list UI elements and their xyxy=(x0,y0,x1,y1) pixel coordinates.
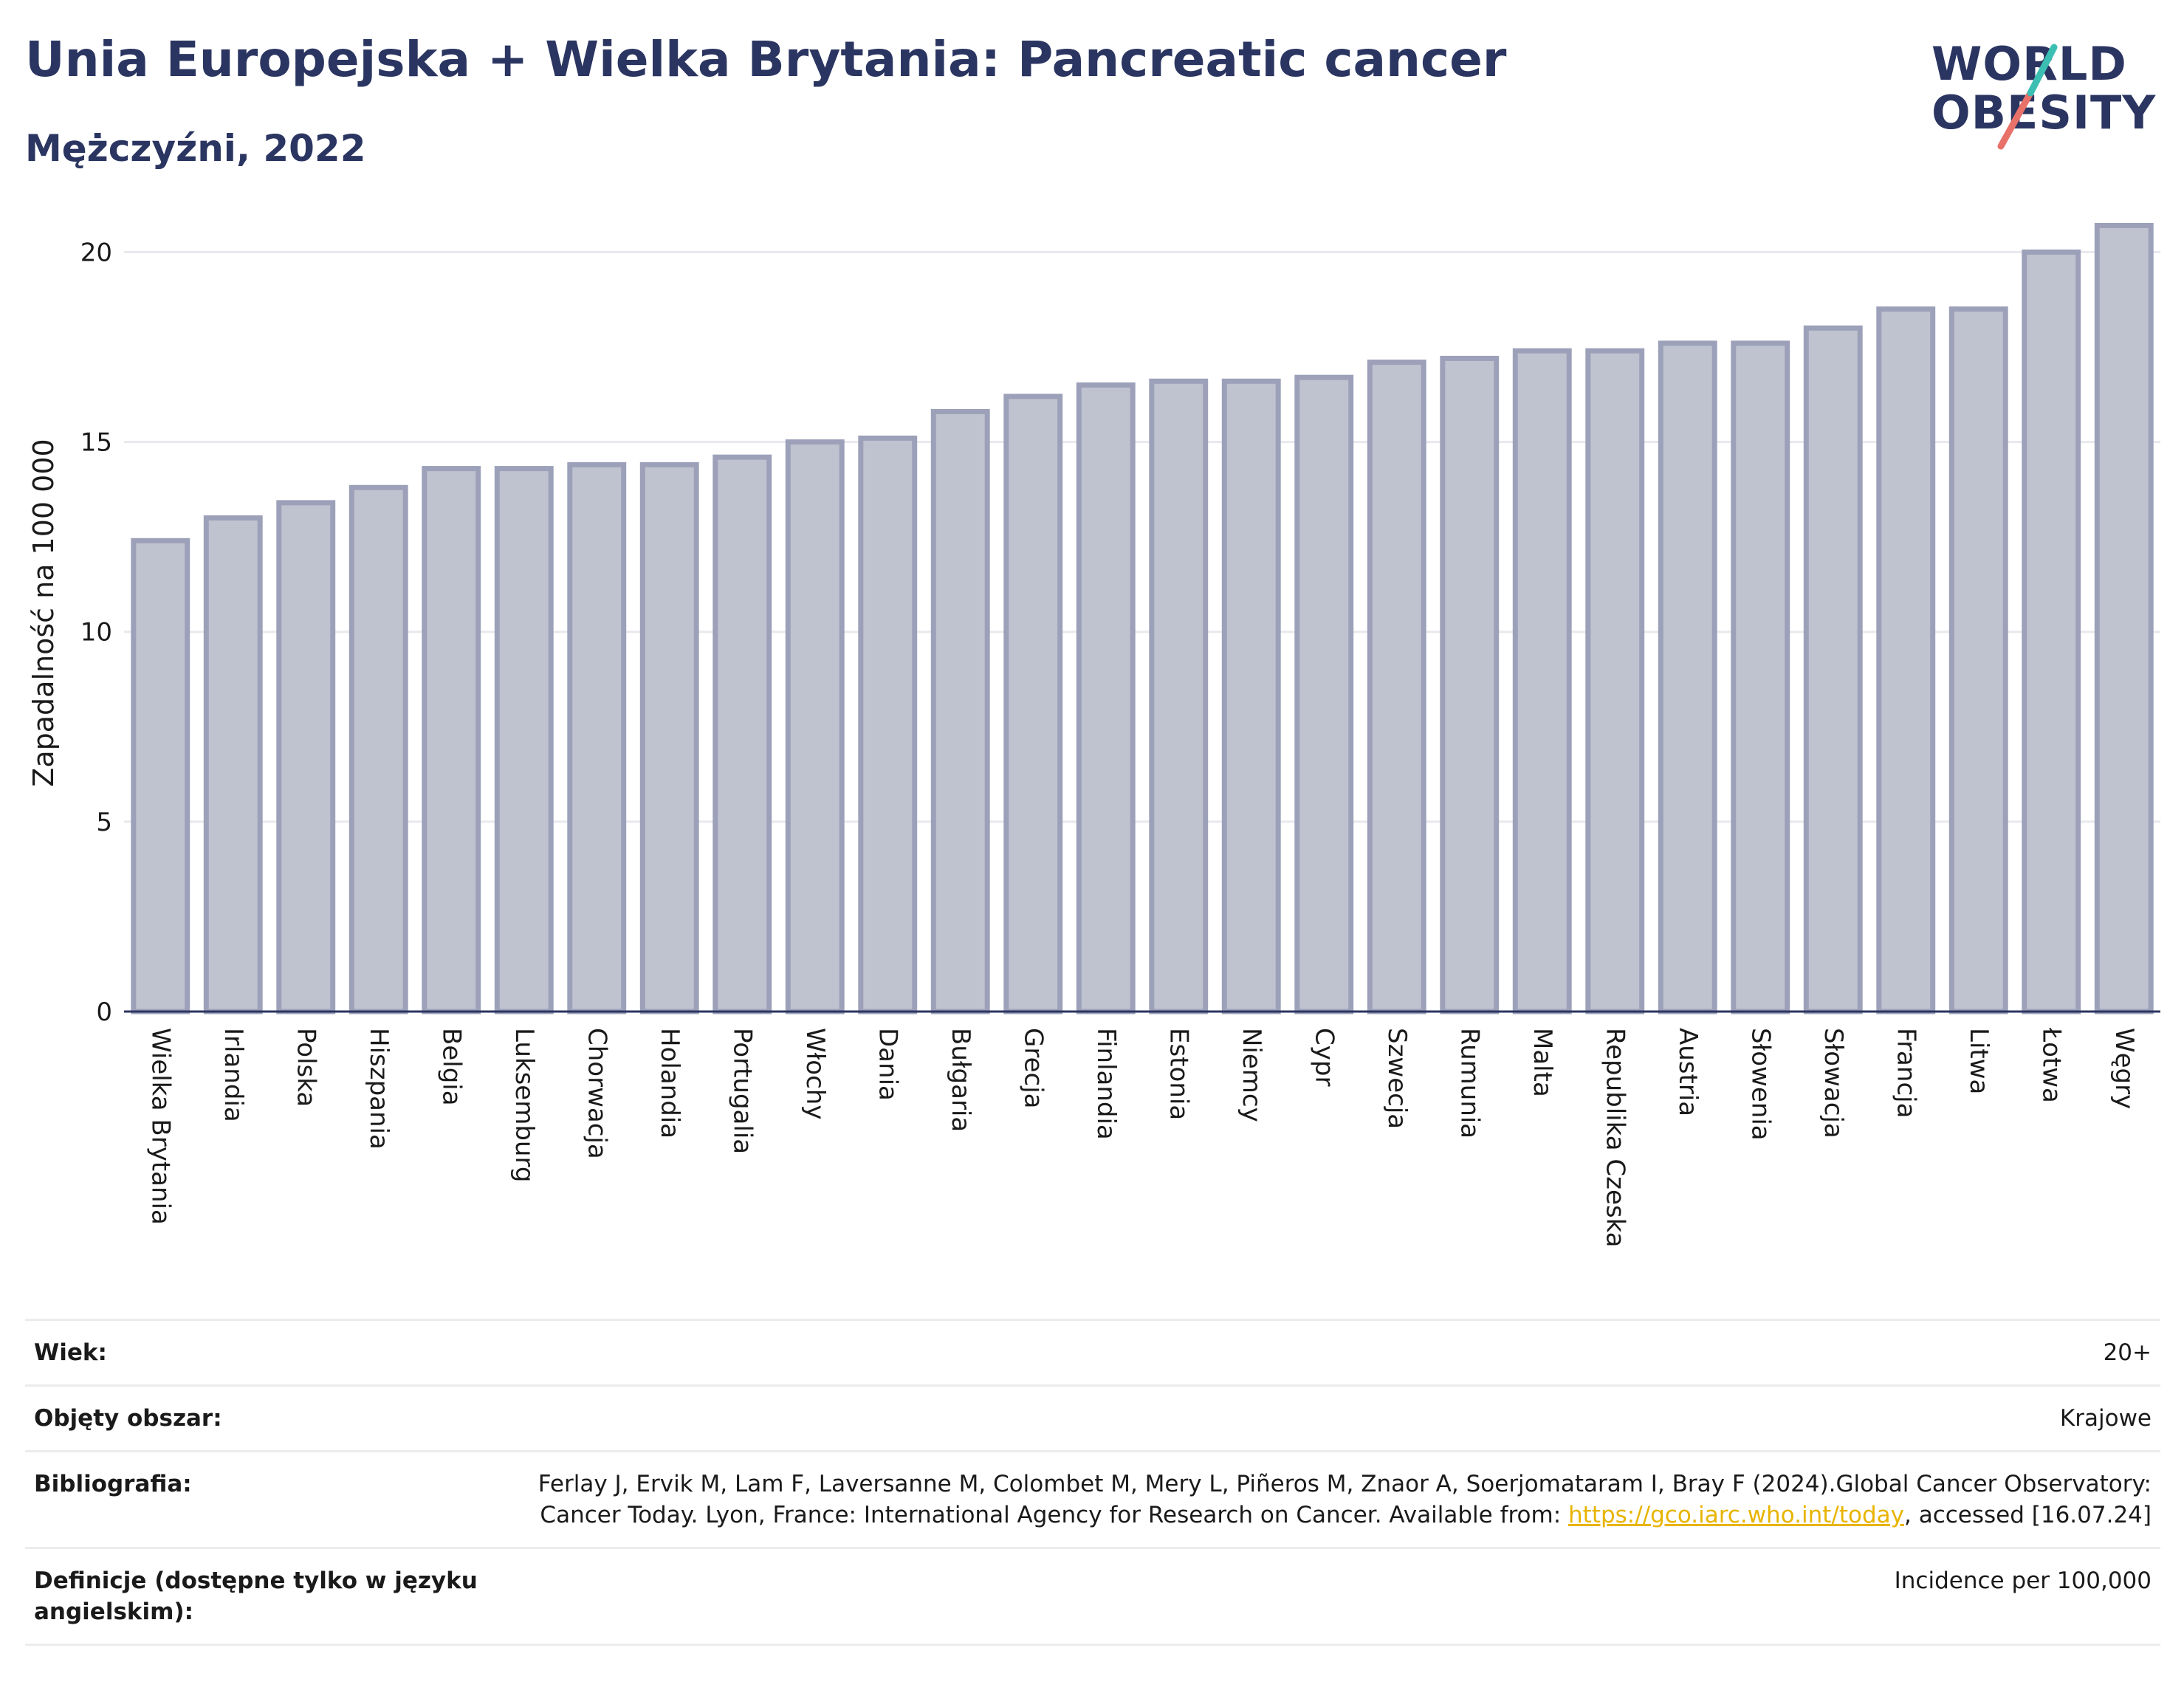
info-row-bibliography: Bibliografia: Ferlay J, Ervik M, Lam F, … xyxy=(25,1450,2160,1547)
x-tick-label: Belgia xyxy=(436,1028,466,1106)
chart-title: Unia Europejska + Wielka Brytania: Pancr… xyxy=(25,31,1507,88)
x-tick-label: Rumunia xyxy=(1455,1028,1484,1139)
bar xyxy=(276,500,336,1014)
x-tick-label: Grecja xyxy=(1018,1028,1048,1108)
bar xyxy=(348,484,408,1014)
logo-slash-icon xyxy=(1997,44,2058,150)
x-tick-label: Estonia xyxy=(1164,1028,1193,1120)
bars xyxy=(131,222,2154,1014)
bar xyxy=(1003,394,1063,1014)
x-tick-label: Hiszpania xyxy=(364,1028,394,1150)
x-tick-label: Włochy xyxy=(800,1028,830,1119)
bar xyxy=(1658,340,1717,1014)
bar xyxy=(1512,348,1572,1014)
y-tick-label: 5 xyxy=(96,808,112,837)
info-row-age: Wiek: 20+ xyxy=(25,1319,2160,1384)
x-tick-label: Niemcy xyxy=(1237,1028,1266,1122)
info-value: Ferlay J, Ervik M, Lam F, Laversanne M, … xyxy=(492,1469,2152,1531)
x-tick-label: Wielka Brytania xyxy=(145,1028,175,1225)
x-tick-labels: Wielka Brytania Irlandia Polska Hiszpania Be… xyxy=(145,1027,2139,1248)
x-tick-label: Szwecja xyxy=(1382,1028,1412,1129)
info-value: 20+ xyxy=(2103,1339,2152,1366)
x-tick-label: Cypr xyxy=(1309,1028,1339,1086)
logo-line-2: OBESITY xyxy=(1931,86,2157,140)
y-tick-label: 20 xyxy=(80,238,112,267)
bar xyxy=(1294,374,1354,1014)
bar xyxy=(422,466,481,1014)
info-label: Bibliografia: xyxy=(34,1471,192,1497)
bar xyxy=(494,466,554,1014)
x-tick-label: Dania xyxy=(873,1028,902,1101)
x-tick-label: Węgry xyxy=(2109,1028,2139,1109)
info-value: Krajowe xyxy=(2059,1405,2152,1432)
x-tick-label: Irlandia xyxy=(219,1028,248,1122)
bibliography-accessed: , accessed [16.07.24] xyxy=(1903,1502,2152,1528)
bibliography-text: Ferlay J, Ervik M, Lam F, Laversanne M, … xyxy=(538,1471,2152,1528)
x-tick-label: Łotwa xyxy=(2036,1027,2066,1103)
info-table: Wiek: 20+ Objęty obszar: Krajowe Bibliog… xyxy=(25,1319,2160,1646)
info-row-coverage: Objęty obszar: Krajowe xyxy=(25,1384,2160,1450)
info-label: Definicje (dostępne tylko w języku angie… xyxy=(34,1568,478,1625)
chart-subtitle: Mężczyźni, 2022 xyxy=(25,127,366,170)
info-value: Incidence per 100,000 xyxy=(1894,1568,2152,1594)
bar xyxy=(2022,249,2081,1014)
bar xyxy=(1076,382,1136,1014)
x-tick-label: Holandia xyxy=(655,1028,684,1139)
x-tick-label: Malta xyxy=(1528,1028,1557,1097)
y-tick-label: 10 xyxy=(80,618,112,648)
x-tick-label: Litwa xyxy=(1964,1028,1994,1094)
y-tick-label: 15 xyxy=(80,428,112,458)
bar xyxy=(1948,306,2008,1014)
x-tick-label: Słowenia xyxy=(1745,1028,1775,1141)
bar xyxy=(1876,306,1936,1014)
info-row-definitions: Definicje (dostępne tylko w języku angie… xyxy=(25,1547,2160,1646)
bar xyxy=(858,435,918,1014)
bar-chart: 0 5 10 15 20 Wielka Brytania Irlandia Polska Hi… xyxy=(27,222,2160,1248)
world-obesity-logo: WORLD OBESITY xyxy=(1920,22,2171,155)
x-tick-label: Chorwacja xyxy=(582,1028,611,1159)
bar xyxy=(1221,378,1281,1014)
y-tick-label: 0 xyxy=(96,998,112,1027)
x-tick-label: Luksemburg xyxy=(509,1028,539,1182)
bar xyxy=(785,439,845,1014)
y-axis-label: Zapadalność na 100 000 xyxy=(27,439,60,786)
x-tick-label: Polska xyxy=(291,1028,320,1107)
bar xyxy=(131,538,190,1014)
x-tick-label: Bułgaria xyxy=(946,1028,975,1132)
bar xyxy=(1731,340,1790,1014)
y-tick-labels: 0 5 10 15 20 xyxy=(80,238,112,1027)
source-link[interactable]: https://gco.iarc.who.int/today xyxy=(1568,1502,1904,1528)
x-tick-label: Austria xyxy=(1673,1028,1703,1116)
bar xyxy=(203,515,263,1014)
bar xyxy=(930,408,990,1014)
bar xyxy=(2094,222,2154,1014)
bar xyxy=(1585,348,1645,1014)
x-tick-label: Portugalia xyxy=(727,1028,757,1154)
bar xyxy=(1149,378,1209,1014)
bar xyxy=(639,461,699,1014)
logo-line-1: WORLD xyxy=(1931,37,2127,91)
info-label: Wiek: xyxy=(34,1339,107,1366)
bar xyxy=(567,461,627,1014)
info-label: Objęty obszar: xyxy=(34,1405,222,1432)
bar xyxy=(712,454,772,1014)
x-tick-label: Słowacja xyxy=(1819,1028,1848,1139)
bar xyxy=(1367,360,1426,1014)
x-tick-label: Finlandia xyxy=(1091,1028,1121,1140)
bar xyxy=(1440,355,1500,1014)
bar xyxy=(1803,325,1863,1014)
x-tick-label: Francja xyxy=(1891,1028,1920,1118)
x-tick-label: Republika Czeska xyxy=(1600,1028,1630,1248)
